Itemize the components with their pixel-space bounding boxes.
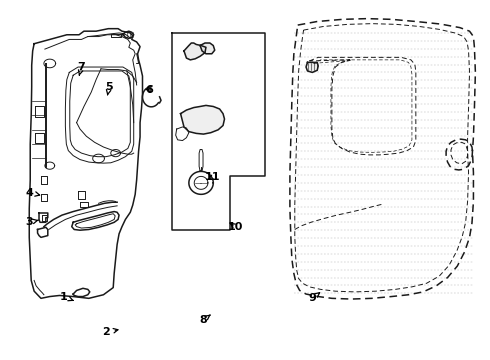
Text: 6: 6 <box>145 85 153 95</box>
Polygon shape <box>200 43 215 54</box>
Polygon shape <box>306 62 318 72</box>
Text: 5: 5 <box>105 82 113 95</box>
Text: 10: 10 <box>227 222 243 231</box>
Text: 7: 7 <box>77 62 85 75</box>
Text: 9: 9 <box>308 293 319 303</box>
Text: 1: 1 <box>60 292 73 302</box>
Text: 3: 3 <box>25 217 39 227</box>
Text: 2: 2 <box>102 327 118 337</box>
Text: 8: 8 <box>199 315 210 325</box>
Text: 4: 4 <box>25 188 40 198</box>
Polygon shape <box>184 43 206 60</box>
Polygon shape <box>181 105 224 134</box>
Text: 11: 11 <box>205 172 220 182</box>
